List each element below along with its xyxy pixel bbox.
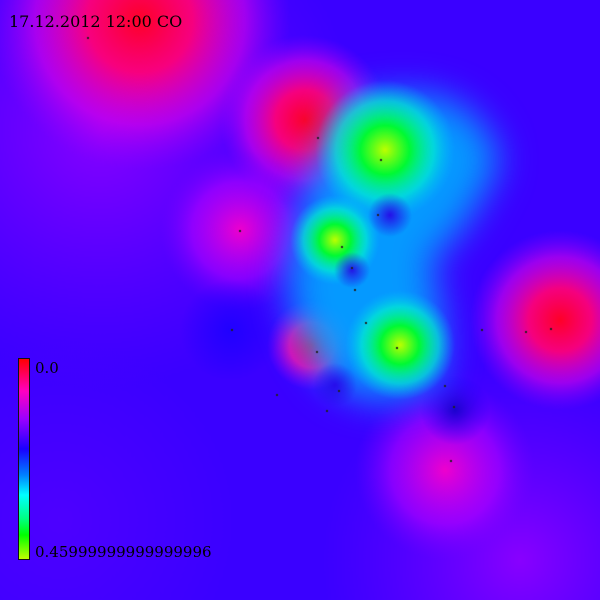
color-scale-bar — [18, 358, 30, 560]
map-title: 17.12.2012 12:00 CO — [9, 12, 183, 31]
legend-min-label: 0.0 — [35, 359, 59, 377]
legend-max-label: 0.45999999999999996 — [35, 543, 212, 561]
